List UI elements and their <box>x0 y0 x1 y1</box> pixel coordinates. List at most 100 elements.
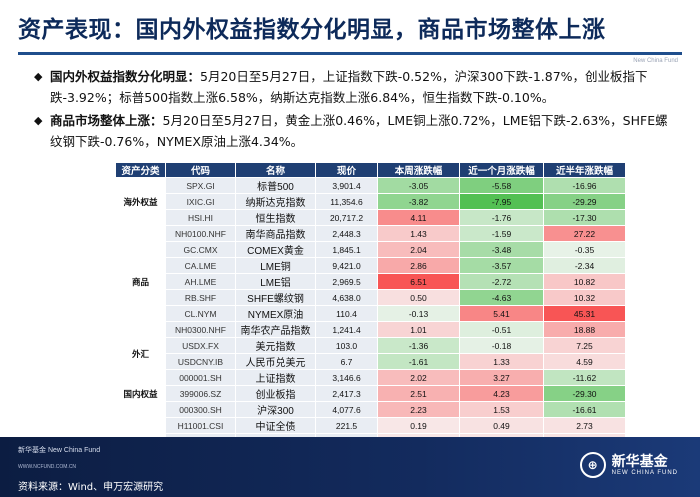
diamond-bullet-icon: ◆ <box>34 70 43 83</box>
name-cell: NYMEX原油 <box>235 305 316 322</box>
halfyear-change-cell: 2.73 <box>543 417 626 434</box>
table-row: GC.CMX COMEX黄金 1,845.1 2.04 -3.48 -0.35 <box>116 241 626 258</box>
code-cell: CL.NYM <box>165 305 236 322</box>
category-cell: 外汇 <box>115 337 166 370</box>
monthly-change-cell: -1.59 <box>459 225 544 242</box>
price-cell: 110.4 <box>315 305 378 322</box>
bullet-equity-text: 5月20日至5月27日，上证指数下跌-0.52%，沪深300下跌-1.87%，创… <box>50 69 648 105</box>
code-cell: USDX.FX <box>165 337 236 354</box>
monthly-change-cell: -2.72 <box>459 273 544 290</box>
halfyear-change-cell: -11.62 <box>543 369 626 386</box>
table-row: AH.LME LME铝 2,969.5 6.51 -2.72 10.82 <box>116 273 626 290</box>
name-cell: 南华商品指数 <box>235 225 316 242</box>
price-cell: 6.7 <box>315 353 378 370</box>
price-cell: 103.0 <box>315 337 378 354</box>
code-cell: USDCNY.IB <box>165 353 236 370</box>
header-category: 资产分类 <box>115 162 166 178</box>
bullet-commodity: ◆ 商品市场整体上涨：5月20日至5月27日，黄金上涨0.46%，LME铜上涨0… <box>34 110 674 152</box>
category-cell: 海外权益 <box>115 177 166 226</box>
code-cell: RB.SHF <box>165 289 236 306</box>
name-cell: 创业板指 <box>235 385 316 402</box>
bullet-commodity-text: 5月20日至5月27日，黄金上涨0.46%，LME铜上涨0.72%，LME铝下跌… <box>50 113 668 149</box>
weekly-change-cell: -1.61 <box>377 353 460 370</box>
monthly-change-cell: -0.18 <box>459 337 544 354</box>
halfyear-change-cell: -16.61 <box>543 401 626 418</box>
halfyear-change-cell: -2.34 <box>543 257 626 274</box>
bullet-equity: ◆ 国内外权益指数分化明显：5月20日至5月27日，上证指数下跌-0.52%，沪… <box>34 66 674 108</box>
weekly-change-cell: 1.43 <box>377 225 460 242</box>
monthly-change-cell: -3.57 <box>459 257 544 274</box>
weekly-change-cell: 2.51 <box>377 385 460 402</box>
price-cell: 2,969.5 <box>315 273 378 290</box>
name-cell: LME铝 <box>235 273 316 290</box>
table-row: 国内权益 000001.SH 上证指数 3,146.6 2.02 3.27 -11.62 <box>115 369 626 418</box>
name-cell: 中证全债 <box>235 417 316 434</box>
monthly-change-cell: -0.51 <box>459 321 544 338</box>
monthly-change-cell: -4.63 <box>459 289 544 306</box>
weekly-change-cell: 0.19 <box>377 417 460 434</box>
weekly-change-cell: 2.23 <box>377 401 460 418</box>
monthly-change-cell: -1.76 <box>459 209 544 226</box>
code-cell: 000300.SH <box>165 401 236 418</box>
table-row: CL.NYM NYMEX原油 110.4 -0.13 5.41 45.31 <box>116 305 626 322</box>
summary-bullets: ◆ 国内外权益指数分化明显：5月20日至5月27日，上证指数下跌-0.52%，沪… <box>34 66 674 154</box>
price-cell: 11,354.6 <box>315 193 378 210</box>
name-cell: 沪深300 <box>235 401 316 418</box>
code-cell: 399006.SZ <box>165 385 236 402</box>
name-cell: 上证指数 <box>235 369 316 386</box>
table-row: 399006.SZ 创业板指 2,417.3 2.51 4.23 -29.30 <box>116 385 626 402</box>
title-divider <box>18 52 682 55</box>
footer-url: WWW.NCFUND.COM.CN <box>18 464 77 470</box>
header-brand: New China Fund <box>633 58 678 64</box>
monthly-change-cell: 5.41 <box>459 305 544 322</box>
table-header-row: 资产分类 代码 名称 现价 本周涨跌幅 近一个月涨跌幅 近半年涨跌幅 <box>115 162 626 178</box>
halfyear-change-cell: -0.35 <box>543 241 626 258</box>
weekly-change-cell: 1.01 <box>377 321 460 338</box>
header-name: 名称 <box>235 162 316 178</box>
weekly-change-cell: 2.86 <box>377 257 460 274</box>
name-cell: 人民币兑美元 <box>235 353 316 370</box>
code-cell: AH.LME <box>165 273 236 290</box>
name-cell: 标普500 <box>235 177 316 194</box>
header-price: 现价 <box>315 162 378 178</box>
halfyear-change-cell: 27.22 <box>543 225 626 242</box>
name-cell: LME铜 <box>235 257 316 274</box>
price-cell: 2,448.3 <box>315 225 378 242</box>
page-title: 资产表现：国内外权益指数分化明显，商品市场整体上涨 <box>18 17 606 43</box>
halfyear-change-cell: 4.59 <box>543 353 626 370</box>
halfyear-change-cell: 18.88 <box>543 321 626 338</box>
logo-mark-icon: ⊕ <box>579 452 606 478</box>
source-note: 资料来源：Wind、申万宏源研究 <box>18 482 164 493</box>
price-cell: 9,421.0 <box>315 257 378 274</box>
table-row: USDCNY.IB 人民币兑美元 6.7 -1.61 1.33 4.59 <box>116 353 626 370</box>
table-row: 外汇 USDX.FX 美元指数 103.0 -1.36 -0.18 7.25 <box>115 337 626 370</box>
price-cell: 3,901.4 <box>315 177 378 194</box>
logo-cn: 新华基金 <box>611 453 668 470</box>
halfyear-change-cell: -17.30 <box>543 209 626 226</box>
weekly-change-cell: -3.05 <box>377 177 460 194</box>
monthly-change-cell: -5.58 <box>459 177 544 194</box>
halfyear-change-cell: 10.82 <box>543 273 626 290</box>
weekly-change-cell: 2.04 <box>377 241 460 258</box>
price-cell: 1,241.4 <box>315 321 378 338</box>
table-row: HSI.HI 恒生指数 20,717.2 4.11 -1.76 -17.30 <box>116 209 626 226</box>
code-cell: SPX.GI <box>165 177 236 194</box>
monthly-change-cell: 1.53 <box>459 401 544 418</box>
halfyear-change-cell: 10.32 <box>543 289 626 306</box>
price-cell: 4,638.0 <box>315 289 378 306</box>
table-row: CA.LME LME铜 9,421.0 2.86 -3.57 -2.34 <box>116 257 626 274</box>
price-cell: 20,717.2 <box>315 209 378 226</box>
header-code: 代码 <box>165 162 236 178</box>
price-cell: 1,845.1 <box>315 241 378 258</box>
code-cell: CA.LME <box>165 257 236 274</box>
name-cell: 恒生指数 <box>235 209 316 226</box>
monthly-change-cell: 4.23 <box>459 385 544 402</box>
category-cell: 商品 <box>115 225 166 338</box>
price-cell: 4,077.6 <box>315 401 378 418</box>
diamond-bullet-icon: ◆ <box>34 114 43 127</box>
code-cell: IXIC.GI <box>165 193 236 210</box>
code-cell: NH0100.NHF <box>165 225 236 242</box>
price-cell: 3,146.6 <box>315 369 378 386</box>
monthly-change-cell: 1.33 <box>459 353 544 370</box>
